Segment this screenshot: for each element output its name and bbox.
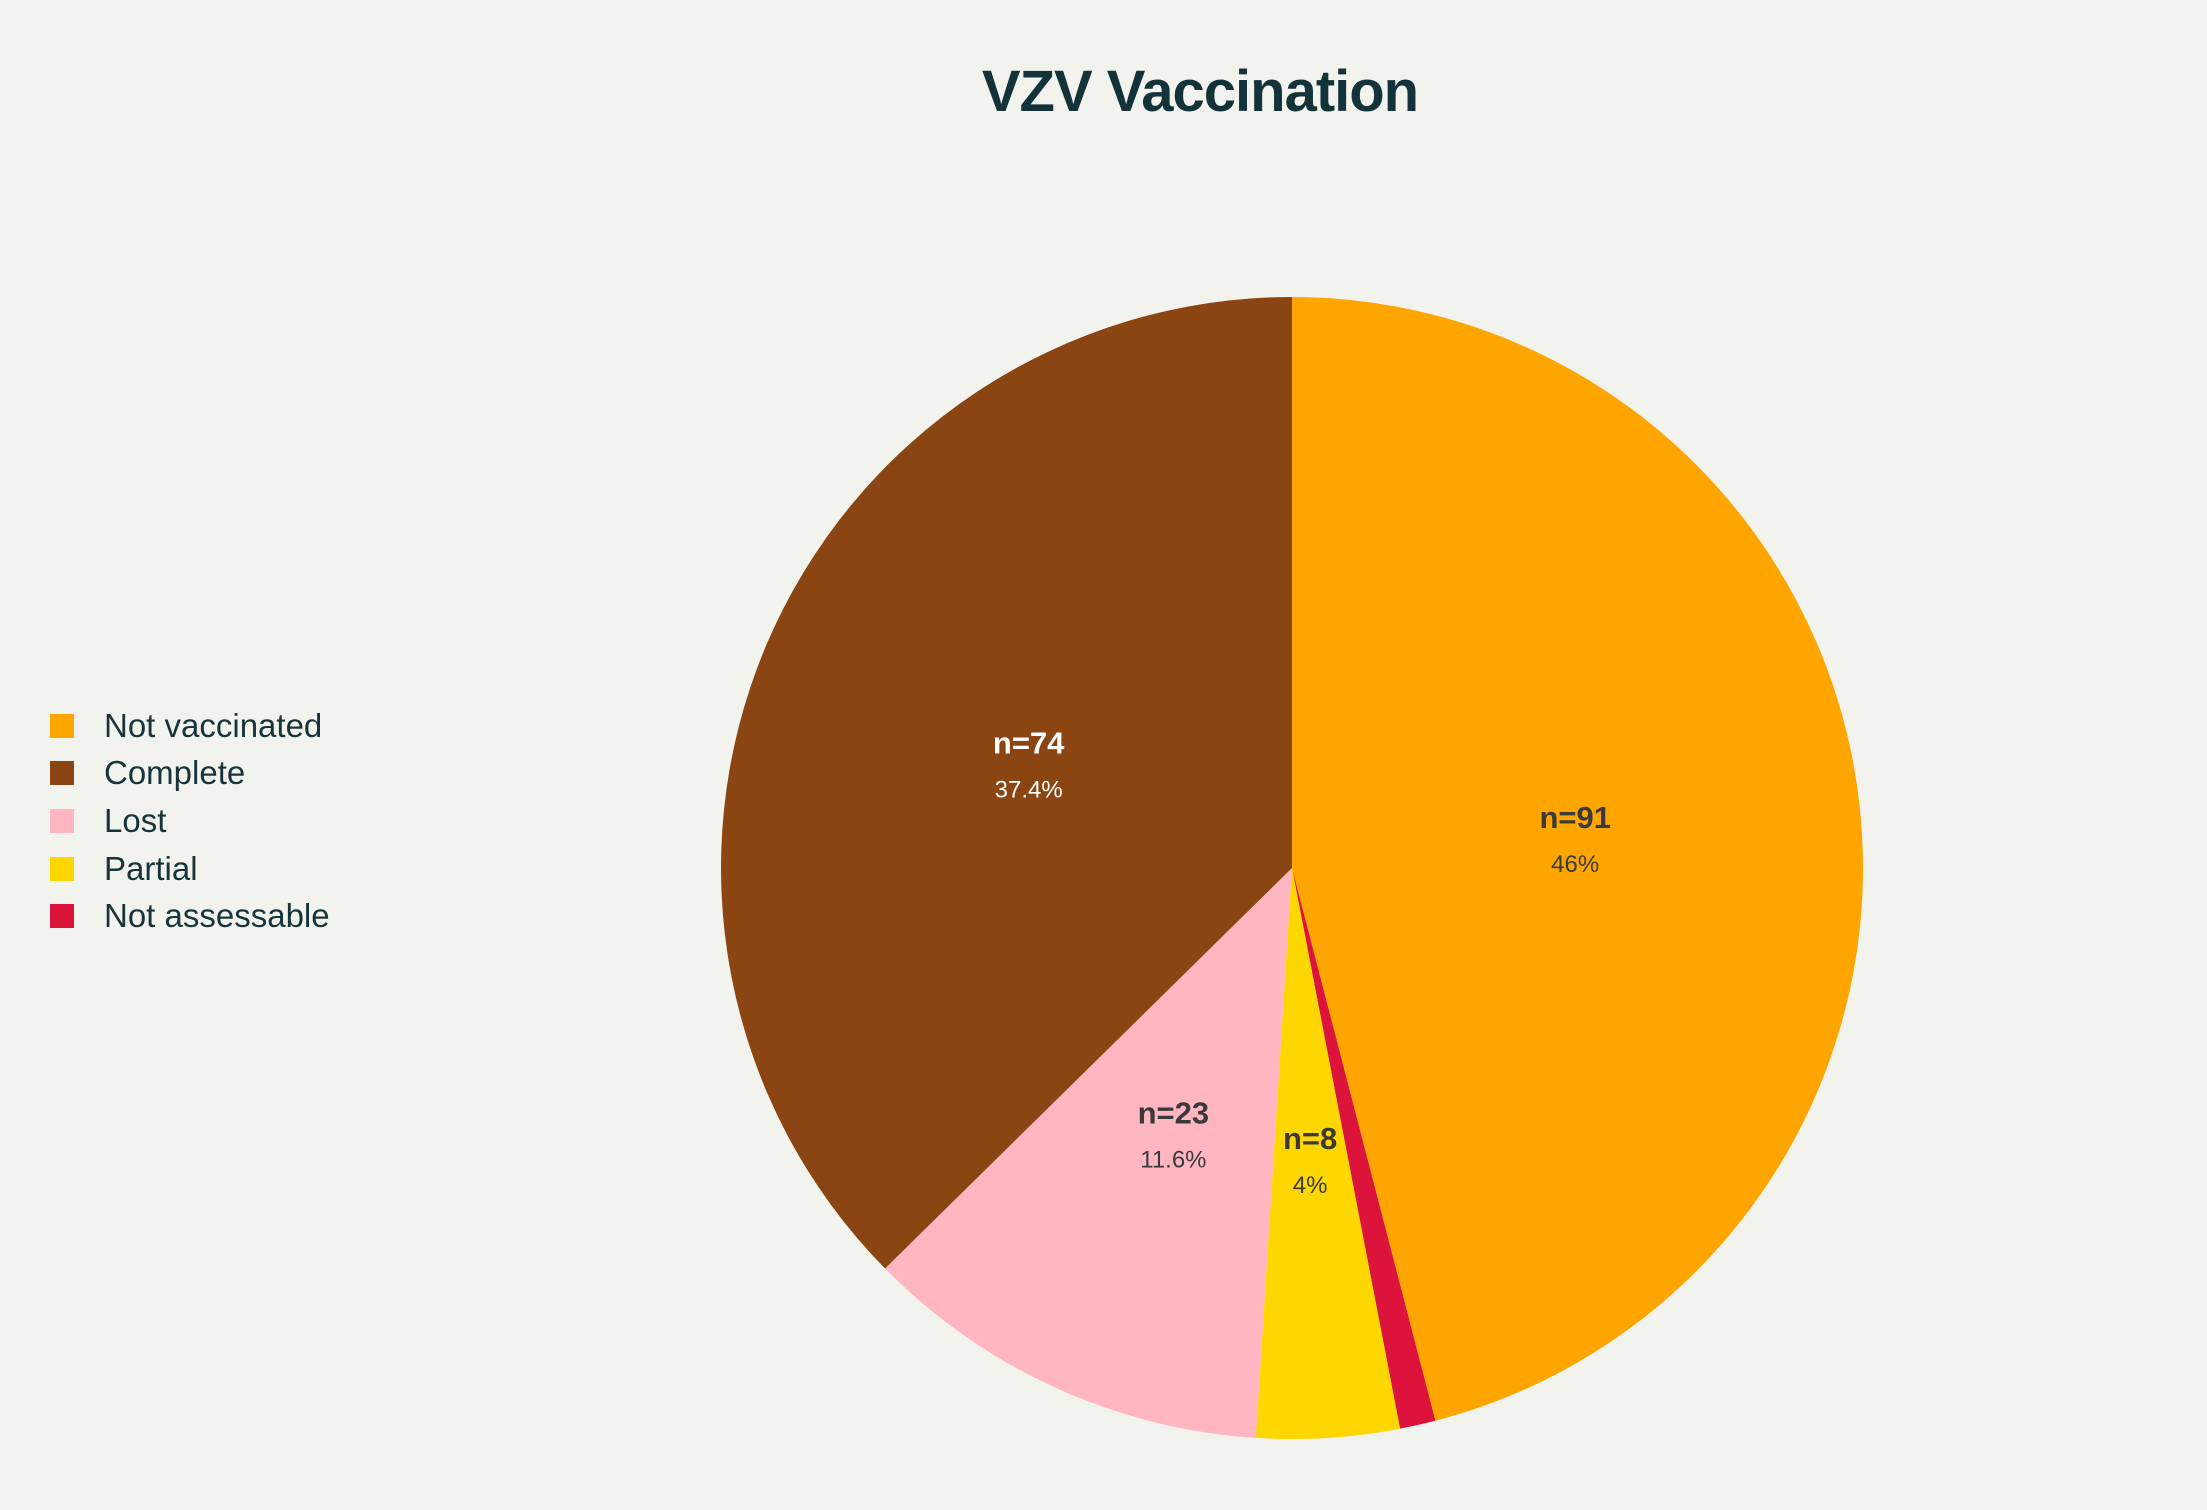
slice-count-label: n=23 (1138, 1096, 1210, 1131)
slice-percent-label: 11.6% (1140, 1147, 1206, 1174)
legend-swatch (50, 808, 74, 833)
legend-item-lost: Lost (50, 797, 330, 845)
pie-slice-not-assessable (1292, 868, 1436, 1429)
legend-swatch (50, 904, 74, 929)
legend-label: Partial (104, 849, 198, 887)
legend-swatch (50, 761, 74, 786)
pie-slice-partial (1255, 868, 1401, 1439)
pie-slice-not-vaccinated (1292, 297, 1863, 1421)
legend: Not vaccinated Complete Lost Partial Not ass… (50, 702, 330, 940)
legend-label: Not vaccinated (104, 706, 323, 744)
legend-label: Not assessable (104, 897, 330, 935)
pie-slice-complete (721, 297, 1292, 1269)
legend-label: Lost (104, 801, 167, 839)
slice-count-label: n=91 (1539, 800, 1611, 835)
legend-item-not-vaccinated: Not vaccinated (50, 702, 330, 750)
slice-count-label: n=74 (993, 726, 1065, 761)
slice-percent-label: 4% (1293, 1172, 1328, 1199)
slice-percent-label: 46% (1551, 851, 1599, 878)
legend-item-not-assessable: Not assessable (50, 892, 330, 940)
chart-title: VZV Vaccination (981, 59, 1419, 124)
legend-swatch (50, 856, 74, 881)
legend-label: Complete (104, 754, 246, 792)
pie-slice-lost (885, 868, 1292, 1438)
legend-swatch (50, 713, 74, 738)
slice-count-label: n=8 (1283, 1121, 1337, 1156)
slice-percent-label: 37.4% (995, 777, 1063, 804)
legend-item-partial: Partial (50, 845, 330, 893)
legend-item-complete: Complete (50, 750, 330, 798)
